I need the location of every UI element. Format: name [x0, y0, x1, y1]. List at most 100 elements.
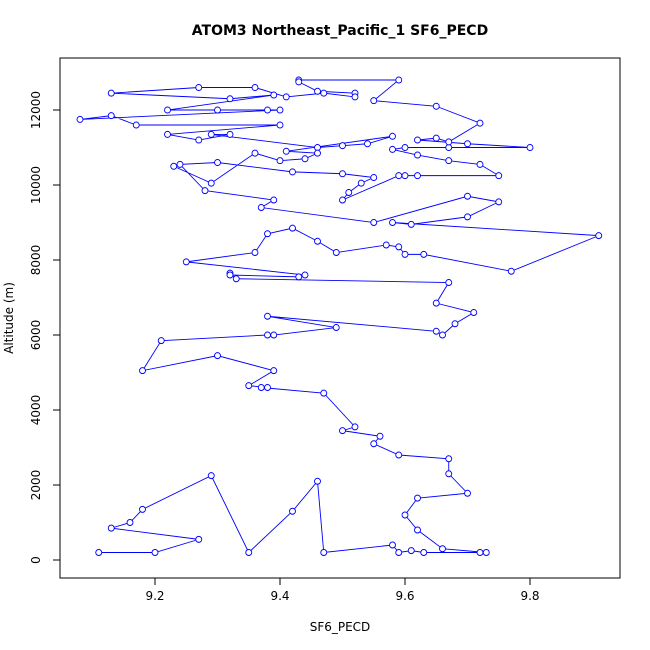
data-point — [264, 331, 271, 339]
data-point — [264, 230, 271, 238]
data-point — [395, 172, 403, 180]
data-point — [445, 279, 453, 286]
data-point — [495, 172, 503, 180]
data-point — [445, 455, 453, 463]
data-point — [382, 241, 390, 249]
data-point — [464, 213, 471, 221]
data-point — [245, 549, 253, 556]
data-point — [301, 271, 309, 279]
data-point — [139, 505, 146, 513]
data-point — [289, 224, 296, 232]
data-point — [232, 275, 240, 283]
data-point — [107, 524, 115, 532]
data-point — [251, 249, 259, 256]
data-point — [351, 93, 359, 101]
data-point — [414, 136, 421, 144]
data-point — [207, 130, 215, 138]
data-point — [395, 451, 403, 459]
data-point — [320, 389, 328, 397]
data-point — [332, 249, 340, 256]
data-point — [214, 352, 221, 360]
data-point — [526, 144, 534, 151]
data-point — [445, 144, 453, 151]
y-tick-label: 4000 — [29, 395, 43, 426]
data-point — [245, 382, 253, 390]
data-point — [270, 196, 278, 204]
data-point — [432, 299, 440, 307]
data-point — [257, 384, 265, 391]
data-line — [79, 79, 599, 554]
data-point — [289, 168, 296, 176]
data-point — [351, 423, 359, 431]
data-point — [395, 549, 403, 556]
data-point — [476, 549, 484, 556]
data-point — [139, 367, 146, 375]
data-point — [507, 267, 515, 275]
data-point — [314, 237, 321, 245]
data-point — [464, 140, 471, 148]
data-point — [107, 112, 115, 120]
data-point — [314, 87, 321, 95]
data-point — [207, 472, 215, 480]
data-point — [257, 204, 265, 211]
data-point — [276, 121, 284, 129]
data-point — [414, 151, 421, 159]
data-point — [282, 147, 290, 155]
data-point — [151, 549, 159, 556]
y-tick-label: 12000 — [29, 91, 43, 129]
data-point — [445, 157, 453, 165]
data-point — [264, 106, 271, 114]
data-point — [339, 142, 346, 150]
data-point — [476, 119, 484, 127]
data-point — [251, 149, 259, 157]
data-point — [401, 144, 409, 151]
data-point — [414, 526, 421, 534]
data-point — [164, 106, 171, 114]
data-point — [339, 196, 346, 204]
data-point — [226, 95, 234, 103]
data-point — [376, 432, 384, 440]
data-point — [395, 243, 403, 251]
data-point — [320, 89, 328, 97]
data-point — [451, 320, 459, 328]
x-tick-label: 9.8 — [520, 589, 539, 603]
y-tick-label: 10000 — [29, 166, 43, 204]
data-point — [270, 331, 278, 339]
data-point — [314, 144, 321, 151]
data-point — [320, 549, 328, 556]
data-point — [389, 145, 396, 153]
data-point — [339, 170, 346, 178]
plot-frame — [59, 57, 621, 579]
data-point — [345, 189, 353, 196]
data-point — [339, 427, 346, 435]
data-point — [389, 219, 396, 226]
data-point — [370, 174, 378, 181]
data-point — [439, 331, 446, 339]
y-tick-label: 8000 — [29, 245, 43, 276]
data-point — [445, 470, 453, 478]
data-point — [95, 549, 103, 556]
x-tick-label: 9.2 — [145, 589, 164, 603]
data-point — [595, 232, 603, 240]
data-point — [389, 541, 396, 549]
data-point — [407, 547, 415, 555]
data-point — [414, 494, 421, 502]
data-point — [295, 78, 303, 86]
x-tick-label: 9.4 — [270, 589, 289, 603]
data-point — [314, 477, 321, 485]
data-point — [370, 440, 378, 448]
data-point — [182, 258, 190, 266]
data-point — [420, 549, 428, 556]
data-point — [495, 198, 503, 206]
data-point — [289, 507, 296, 515]
data-point — [470, 309, 478, 316]
data-point — [295, 273, 303, 281]
data-point — [401, 511, 409, 519]
data-point — [370, 97, 378, 105]
x-axis-label: SF6_PECD — [310, 620, 371, 634]
data-point — [395, 76, 403, 84]
data-point — [332, 324, 340, 331]
data-point — [195, 136, 203, 144]
data-point — [207, 179, 215, 187]
data-point — [282, 93, 290, 101]
